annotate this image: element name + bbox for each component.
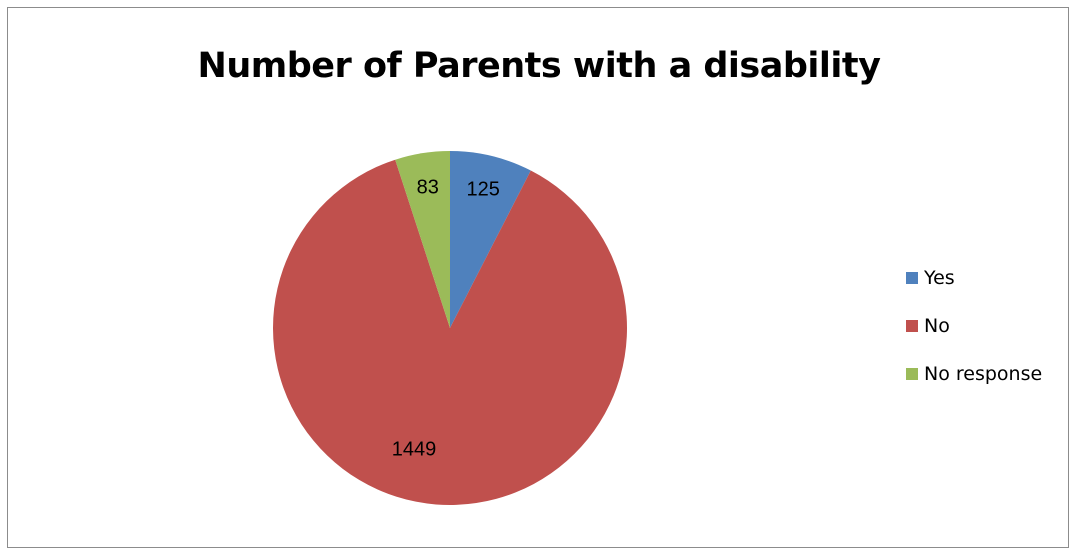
pie-slice-no-response xyxy=(395,151,450,328)
data-label-no-response: 83 xyxy=(417,176,439,198)
legend-label: Yes xyxy=(924,267,955,289)
legend-swatch xyxy=(906,272,918,284)
chart-title: Number of Parents with a disability xyxy=(197,46,881,86)
legend-label: No response xyxy=(924,363,1043,385)
data-label-yes: 125 xyxy=(467,179,500,201)
data-label-no: 1449 xyxy=(392,438,437,460)
legend-item-yes: Yes xyxy=(906,266,1042,290)
pie-slice-no xyxy=(272,159,627,505)
legend-item-no-response: No response xyxy=(906,362,1042,386)
legend-swatch xyxy=(906,320,918,332)
pie-chart: 125 1449 83 xyxy=(272,151,627,505)
pie-slice-yes xyxy=(450,151,531,328)
legend-item-no: No xyxy=(906,314,1042,338)
chart-area: Number of Parents with a disability 125 1… xyxy=(7,7,1069,548)
legend: Yes No No response xyxy=(906,266,1042,410)
legend-label: No xyxy=(924,315,950,337)
legend-swatch xyxy=(906,368,918,380)
